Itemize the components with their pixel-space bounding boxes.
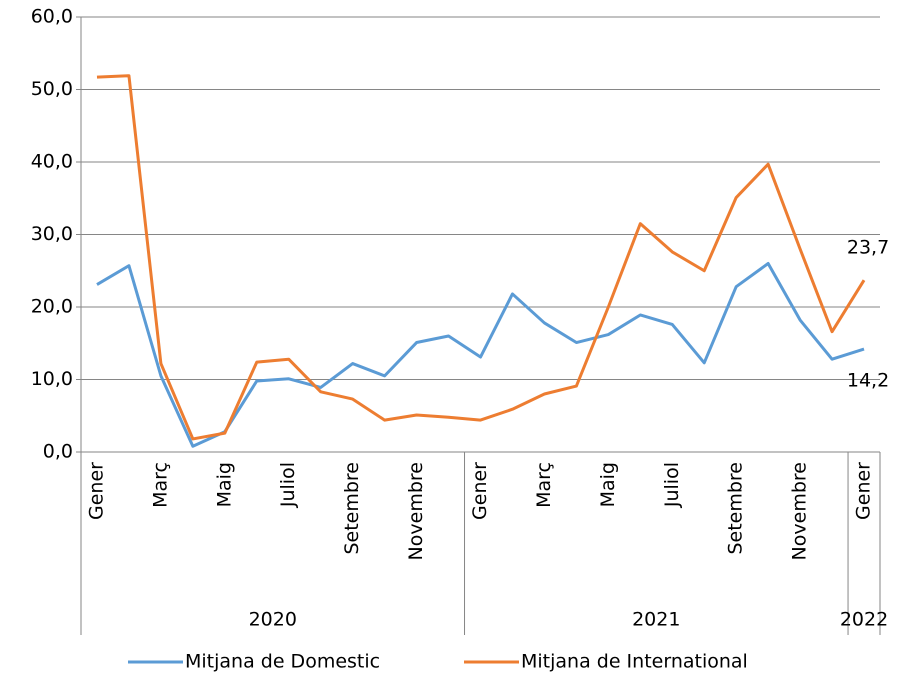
x-group-label: 2022 [840, 609, 888, 631]
x-tick-label: Gener [469, 462, 491, 520]
x-tick-label: Juliol [661, 462, 683, 508]
line-series [96, 74, 866, 441]
x-tick-label: Març [533, 462, 555, 508]
y-tick-label: 50,0 [31, 78, 73, 100]
x-tick-label: Gener [85, 462, 107, 520]
data-label: 23,7 [847, 237, 889, 259]
x-tick-label: Novembre [789, 462, 811, 560]
legend-label: Mitjana de Domestic [185, 651, 380, 673]
x-tick-label: Setembre [725, 462, 747, 555]
x-tick-label: Juliol [277, 462, 299, 508]
x-group-label: 2021 [632, 609, 680, 631]
x-tick-label: Novembre [405, 462, 427, 560]
y-tick-label: 40,0 [31, 151, 73, 173]
y-tick-label: 30,0 [31, 223, 73, 245]
y-tick-label: 60,0 [31, 6, 73, 28]
legend-label: Mitjana de International [521, 651, 748, 673]
data-label: 14,2 [847, 370, 889, 392]
x-tick-label: Gener [853, 462, 875, 520]
x-group-label: 2020 [249, 609, 297, 631]
x-tick-label: Setembre [341, 462, 363, 555]
x-tick-label: Maig [213, 462, 235, 507]
y-tick-label: 0,0 [43, 441, 73, 463]
x-tick-label: Març [149, 462, 171, 508]
y-tick-label: 10,0 [31, 368, 73, 390]
x-tick-label: Maig [597, 462, 619, 507]
y-tick-label: 20,0 [31, 296, 73, 318]
